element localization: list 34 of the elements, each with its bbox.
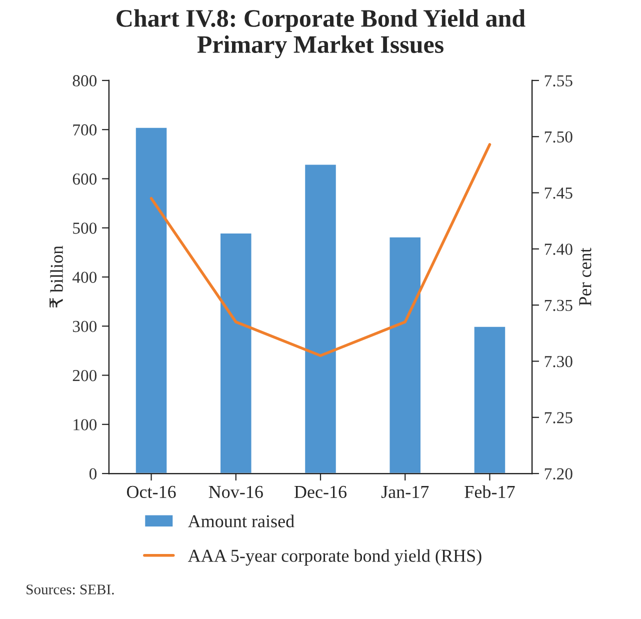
y2-tick-label: 7.35 [544,300,572,312]
y-tick-label: 100 [74,419,97,430]
y2-tick-label: 7.55 [544,75,572,86]
x-tick-label: Nov-16 [208,486,263,498]
legend-label: AAA 5-year corporate bond yield (RHS) [188,549,482,566]
y2-tick-label: 7.45 [544,188,572,199]
bar [134,126,168,474]
y2-tick-label: 7.25 [544,412,572,424]
line-series [150,143,492,358]
x-tick-label: Jan-17 [381,486,429,498]
y2-tick-label: 7.30 [544,356,572,368]
bar [219,232,253,474]
y-tick-label: 0 [89,468,97,480]
bar [388,236,422,474]
x-tick-label: Dec-16 [294,486,347,498]
x-tick-label: Feb-17 [464,485,515,498]
y-tick-label: 500 [73,222,97,234]
chart-title: Chart IV.8: Corporate Bond Yield and Primary Market Issues [116,9,526,58]
y2-tick-label: 7.20 [544,468,572,480]
y2-tick-label: 7.50 [544,131,572,143]
y-axis-title: ₹ billion [50,246,63,308]
source-note: Sources: SEBI. [26,584,114,594]
y-tick-label: 400 [72,272,97,283]
y2-axis-title: Per cent [579,248,592,306]
y-tick-label: 200 [72,370,97,382]
bar [472,325,506,474]
x-tick-label: Oct-16 [126,486,176,498]
y-tick-label: 300 [72,320,97,332]
y-tick-label: 600 [72,173,97,185]
y2-tick-label: 7.40 [544,244,572,255]
y-tick-label: 700 [73,124,97,136]
bar [304,163,338,474]
y-tick-label: 800 [72,75,97,86]
legend-label: Amount raised [188,514,294,528]
